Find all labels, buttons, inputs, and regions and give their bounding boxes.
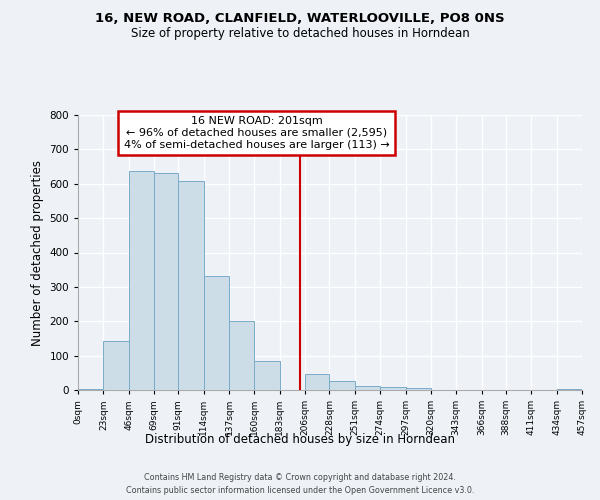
Bar — [204, 276, 229, 390]
Bar — [355, 386, 380, 390]
Bar — [103, 341, 129, 390]
Bar — [557, 388, 582, 390]
Text: Contains public sector information licensed under the Open Government Licence v3: Contains public sector information licen… — [126, 486, 474, 495]
Text: Distribution of detached houses by size in Horndean: Distribution of detached houses by size … — [145, 432, 455, 446]
Text: 16, NEW ROAD, CLANFIELD, WATERLOOVILLE, PO8 0NS: 16, NEW ROAD, CLANFIELD, WATERLOOVILLE, … — [95, 12, 505, 26]
Bar — [329, 380, 355, 390]
Bar — [129, 172, 154, 390]
Text: Contains HM Land Registry data © Crown copyright and database right 2024.: Contains HM Land Registry data © Crown c… — [144, 472, 456, 482]
Bar — [178, 180, 204, 390]
Bar — [154, 173, 178, 390]
Bar — [406, 388, 431, 390]
Bar — [229, 321, 254, 390]
Y-axis label: Number of detached properties: Number of detached properties — [31, 160, 44, 346]
Bar — [305, 374, 329, 390]
Text: 16 NEW ROAD: 201sqm
← 96% of detached houses are smaller (2,595)
4% of semi-deta: 16 NEW ROAD: 201sqm ← 96% of detached ho… — [124, 116, 390, 150]
Bar — [380, 386, 406, 390]
Bar — [254, 361, 280, 390]
Bar — [78, 389, 103, 390]
Text: Size of property relative to detached houses in Horndean: Size of property relative to detached ho… — [131, 28, 469, 40]
